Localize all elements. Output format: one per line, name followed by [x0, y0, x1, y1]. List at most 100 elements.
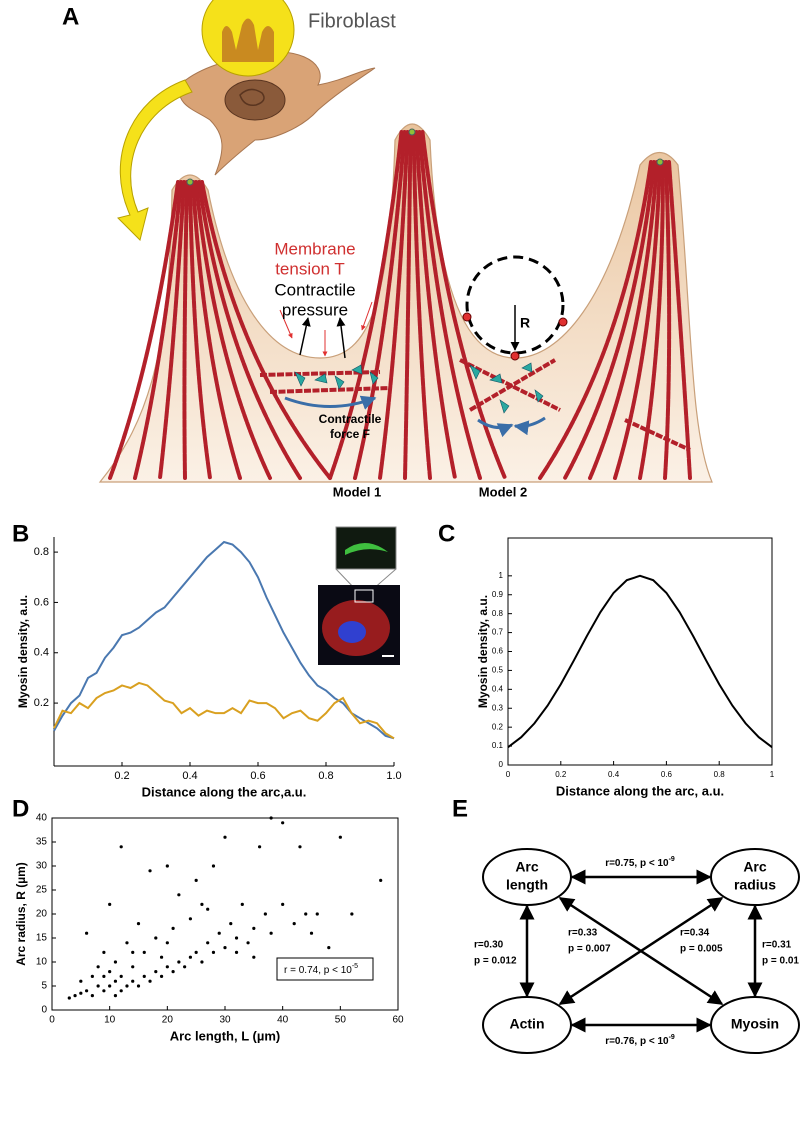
edge-label: p = 0.005 — [680, 944, 723, 955]
scatter-point — [194, 950, 198, 955]
actin-fiber — [538, 160, 653, 480]
scatter-point — [338, 835, 342, 839]
x-tick-label: 1.0 — [386, 770, 401, 782]
edge-label-text: r=0.75, p < 10 — [605, 858, 669, 869]
scatter-point — [96, 965, 100, 969]
scatter-point — [379, 878, 383, 883]
x-tick-label: 0.2 — [555, 770, 567, 779]
y-tick-label: 35 — [36, 837, 48, 848]
scatter-point — [234, 936, 239, 940]
y-tick-label: 0.6 — [492, 647, 504, 656]
tension-arrow — [279, 309, 293, 339]
scatter-point — [85, 931, 89, 935]
data-line — [507, 574, 773, 749]
actin-fiber — [411, 130, 432, 480]
cell-edge — [98, 123, 713, 483]
edge — [558, 896, 724, 1006]
scatter-point — [148, 979, 152, 983]
y-tick-label: 30 — [36, 861, 48, 872]
model-label: Model 2 — [479, 484, 527, 499]
scatter-point — [85, 989, 89, 993]
scatter-point — [119, 974, 123, 979]
fiber-tip — [408, 128, 416, 136]
y-tick-label: 0.1 — [492, 741, 504, 750]
scatter-point — [234, 950, 239, 955]
zoom-box — [354, 589, 374, 603]
scatter-point — [142, 974, 146, 979]
y-tick-label: 10 — [36, 957, 48, 968]
x-tick-label: 10 — [104, 1015, 116, 1026]
x-axis-label: Distance along the arc,a.u. — [142, 784, 307, 799]
node — [482, 848, 572, 906]
x-tick-label: 50 — [335, 1015, 347, 1026]
pressure-label: pressure — [282, 300, 348, 319]
scatter-point — [171, 926, 175, 931]
actin-fiber — [663, 160, 672, 480]
scatter-point — [200, 902, 204, 907]
pressure-label: Contractile — [274, 280, 355, 299]
y-tick-label: 0.7 — [492, 628, 504, 637]
actin-fiber — [133, 180, 183, 480]
y-tick-label: 0.2 — [492, 722, 504, 731]
scatter-point — [165, 864, 169, 868]
x-tick-label: 0.2 — [114, 770, 129, 782]
edge-label: p = 0.01 — [762, 956, 799, 967]
scatter-point — [102, 974, 106, 979]
pressure-arrow — [299, 317, 311, 356]
scatter-point — [119, 845, 123, 849]
node — [710, 996, 800, 1054]
scatter-point — [263, 912, 267, 916]
y-tick-label: 0.8 — [34, 546, 49, 558]
scatter-point — [194, 878, 198, 883]
panel-label: E — [452, 795, 468, 822]
scatter-point — [350, 912, 354, 916]
x-tick-label: 0.8 — [714, 770, 726, 779]
scatter-point — [136, 922, 141, 926]
panel-label: B — [12, 520, 29, 547]
chart: 0 10 20 30 40 50 60 0 5 10 15 20 25 30 35 40 Arc length,… — [14, 813, 404, 1044]
x-tick-label: 0.6 — [661, 770, 673, 779]
actin-fiber — [191, 180, 242, 480]
scatter-point — [79, 979, 83, 983]
scatter-point — [159, 955, 164, 959]
actin-fiber — [197, 180, 302, 480]
nucleus — [224, 79, 286, 121]
annotation-sup: -5 — [352, 963, 358, 970]
scatter-point — [315, 912, 319, 916]
scatter-point — [131, 965, 135, 969]
scatter-point — [309, 931, 314, 935]
scatter-point — [281, 902, 285, 907]
scatter-point — [96, 984, 100, 988]
x-tick-label: 0.4 — [608, 770, 620, 779]
scatter-point — [142, 950, 146, 955]
radius-label: R — [520, 315, 530, 331]
y-tick-label: 0 — [499, 760, 504, 769]
scatter-point — [108, 902, 112, 907]
actin-fiber — [613, 160, 662, 480]
fiber-tip — [186, 178, 194, 186]
scatter-point — [165, 965, 169, 969]
scatter-point — [90, 974, 94, 979]
scatter-point — [223, 835, 227, 839]
y-tick-label: 0.8 — [492, 609, 504, 618]
actin-fiber — [108, 180, 180, 480]
scatter-point — [90, 994, 94, 998]
actin-fiber — [414, 130, 457, 480]
y-axis-label: Myosin density, a.u. — [16, 595, 30, 708]
scatter-point — [131, 979, 135, 983]
scatter-point — [113, 979, 118, 983]
cell-label: Fibroblast — [308, 10, 396, 32]
force-arrow — [513, 416, 546, 436]
x-axis-label: Arc length, L (µm) — [170, 1028, 281, 1043]
y-tick-label: 5 — [41, 981, 47, 992]
actin-fiber — [194, 180, 272, 480]
chart: 0.2 0.4 0.6 0.8 1.0 0.2 0.4 0.6 0.8 Distance alon… — [16, 537, 402, 799]
panel-label: C — [438, 520, 455, 547]
x-tick-label: 0.8 — [318, 770, 333, 782]
scatter-point — [206, 941, 210, 945]
x-tick-label: 0.4 — [182, 770, 197, 782]
y-tick-label: 0 — [41, 1005, 47, 1016]
scatter-point — [154, 936, 158, 940]
panel-label: A — [62, 3, 79, 30]
